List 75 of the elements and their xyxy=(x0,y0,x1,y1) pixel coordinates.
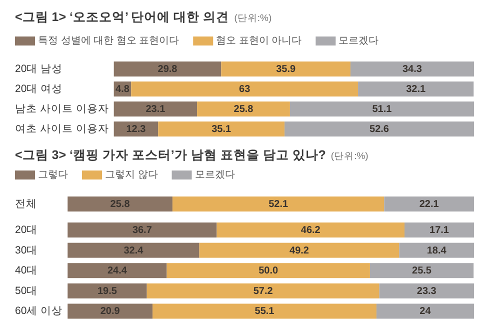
bar xyxy=(68,263,167,278)
data-label: 35.9 xyxy=(276,64,296,75)
bar xyxy=(158,122,285,136)
bar xyxy=(216,222,405,238)
chart-title: <그림 1> ‘오조오억’ 단어에 대한 의견 xyxy=(15,10,230,24)
bar xyxy=(290,102,474,116)
data-label: 52.6 xyxy=(370,124,390,135)
bar xyxy=(114,102,198,116)
data-label: 23.1 xyxy=(146,104,166,115)
chart-subtitle: (단위:%) xyxy=(330,151,368,162)
data-label: 34.3 xyxy=(402,64,422,75)
data-label: 20.9 xyxy=(100,306,120,318)
bar xyxy=(376,304,474,319)
bar xyxy=(146,283,380,298)
bar xyxy=(131,82,358,96)
bar xyxy=(404,222,474,238)
y-tick-label: 20대 남성 xyxy=(15,63,63,75)
bar xyxy=(350,62,474,76)
legend-label: 모르겠다 xyxy=(338,36,379,46)
data-label: 25.5 xyxy=(412,266,432,277)
data-label: 46.2 xyxy=(300,225,321,236)
chart-subtitle: (단위:%) xyxy=(234,13,272,24)
data-label: 36.7 xyxy=(132,225,152,236)
y-tick-label: 60세 이상 xyxy=(15,305,63,318)
data-label: 19.5 xyxy=(98,286,118,297)
data-label: 51.1 xyxy=(372,104,392,115)
bar xyxy=(284,122,474,136)
y-tick-label: 전체 xyxy=(15,198,37,210)
bar xyxy=(68,304,153,319)
y-tick-label: 20대 xyxy=(15,224,38,236)
y-tick-label: 여초 사이트 이용자 xyxy=(15,123,109,135)
bar xyxy=(197,102,290,116)
bar xyxy=(221,62,350,76)
data-label: 32.4 xyxy=(124,245,144,256)
bar xyxy=(114,62,222,76)
data-label: 57.2 xyxy=(253,286,274,297)
data-label: 24 xyxy=(420,306,432,318)
bar xyxy=(68,222,217,238)
data-label: 63 xyxy=(239,84,251,95)
legend-label: 혐오 표현이 아니다 xyxy=(216,36,302,46)
data-label: 24.4 xyxy=(107,266,128,277)
legend-label: 모르겠다 xyxy=(194,170,235,180)
y-tick-label: 30대 xyxy=(15,244,38,256)
data-label: 52.1 xyxy=(268,199,288,210)
data-label: 32.1 xyxy=(406,84,426,95)
bar xyxy=(370,263,474,278)
data-label: 29.8 xyxy=(158,64,178,75)
y-tick-label: 남초 사이트 이용자 xyxy=(15,103,109,115)
bar xyxy=(152,304,376,319)
bar xyxy=(166,263,370,278)
bar xyxy=(68,242,200,258)
legend-label: 그렇지 않다 xyxy=(105,170,158,180)
bar xyxy=(399,242,474,258)
legend-label: 특정 성별에 대한 혐오 표현이다 xyxy=(38,36,180,46)
bar xyxy=(199,242,400,258)
data-label: 35.1 xyxy=(212,124,232,135)
bar xyxy=(68,283,147,298)
y-tick-label: 20대 여성 xyxy=(15,83,63,95)
y-tick-label: 40대 xyxy=(15,264,38,277)
y-tick-label: 50대 xyxy=(15,284,38,297)
data-label: 50.0 xyxy=(258,266,279,277)
data-label: 25.8 xyxy=(234,104,254,115)
data-label: 12.3 xyxy=(126,124,146,135)
data-label: 25.8 xyxy=(110,199,130,210)
data-label: 23.3 xyxy=(416,286,437,297)
data-label: 55.1 xyxy=(254,306,275,318)
data-label: 4.8 xyxy=(116,84,130,95)
bar xyxy=(358,82,474,96)
data-label: 49.2 xyxy=(290,245,310,256)
chart-title: <그림 3> ‘캠핑 가자 포스터’가 남혐 표현을 담고 있나? xyxy=(15,148,326,162)
bar xyxy=(379,283,474,298)
data-label: 17.1 xyxy=(430,225,450,236)
data-label: 18.4 xyxy=(426,245,447,256)
data-label: 22.1 xyxy=(419,199,440,210)
legend-label: 그렇다 xyxy=(38,170,68,180)
